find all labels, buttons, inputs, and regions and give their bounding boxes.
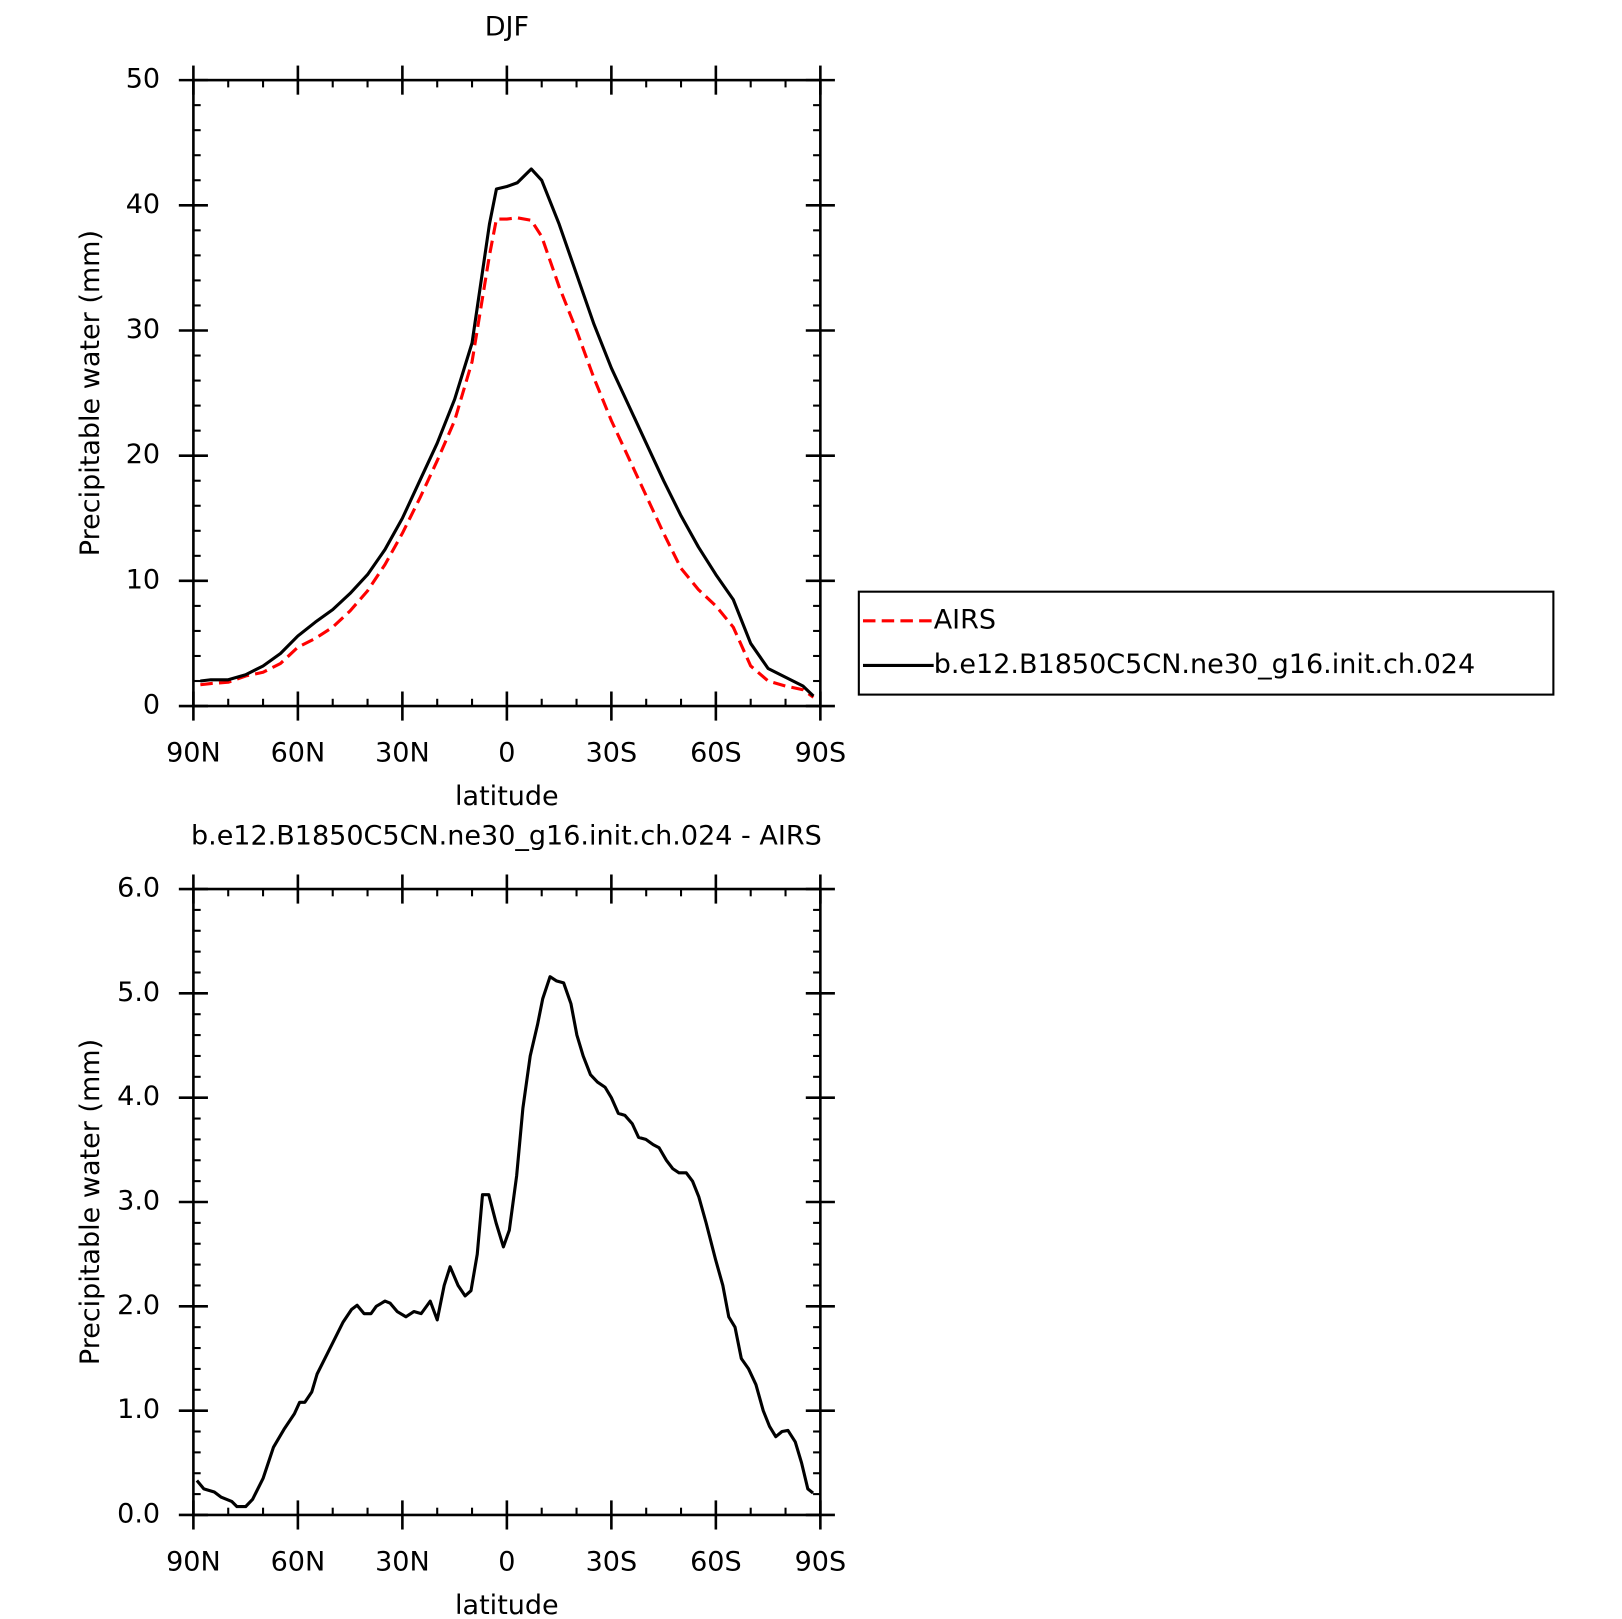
y-tick-label: 40 xyxy=(126,189,160,220)
y-axis-label: Precipitable water (mm) xyxy=(75,1039,106,1365)
legend-box xyxy=(857,590,1555,696)
x-tick-label: 60S xyxy=(690,737,742,768)
y-tick-label: 10 xyxy=(126,564,160,595)
chart-title: b.e12.B1850C5CN.ne30_g16.init.ch.024 - A… xyxy=(191,821,822,852)
y-axis-label: Precipitable water (mm) xyxy=(75,230,106,556)
x-tick-label: 30N xyxy=(375,737,430,768)
legend-label: b.e12.B1850C5CN.ne30_g16.init.ch.024 xyxy=(934,649,1476,680)
x-tick-label: 60N xyxy=(271,1546,326,1577)
y-tick-label: 50 xyxy=(126,64,160,95)
x-tick-label: 90S xyxy=(795,737,847,768)
y-tick-label: 1.0 xyxy=(117,1394,160,1425)
data-line xyxy=(200,167,815,698)
data-line xyxy=(195,975,815,1509)
y-tick-label: 0.0 xyxy=(117,1498,160,1529)
y-tick-label: 4.0 xyxy=(117,1081,160,1112)
y-tick-label: 6.0 xyxy=(117,873,160,904)
x-tick-label: 60S xyxy=(690,1546,742,1577)
y-tick-label: 5.0 xyxy=(117,977,160,1008)
x-tick-label: 90S xyxy=(795,1546,847,1577)
x-axis-label: latitude xyxy=(455,1590,559,1619)
x-axis-label: latitude xyxy=(455,781,559,812)
y-tick-label: 3.0 xyxy=(117,1186,160,1217)
x-tick-label: 0 xyxy=(498,1546,515,1577)
x-tick-label: 30S xyxy=(586,737,638,768)
y-tick-label: 2.0 xyxy=(117,1290,160,1321)
y-tick-label: 20 xyxy=(126,439,160,470)
plot-frame xyxy=(192,78,822,708)
legend-label: AIRS xyxy=(934,604,996,635)
x-tick-label: 0 xyxy=(498,737,515,768)
y-tick-label: 30 xyxy=(126,314,160,345)
x-tick-label: 30N xyxy=(375,1546,430,1577)
y-tick-label: 0 xyxy=(143,690,160,721)
data-line xyxy=(200,216,815,699)
x-tick-label: 90N xyxy=(166,737,221,768)
x-tick-label: 30S xyxy=(586,1546,638,1577)
chart-title: DJF xyxy=(485,12,529,43)
plot-frame xyxy=(192,887,822,1517)
x-tick-label: 60N xyxy=(271,737,326,768)
x-tick-label: 90N xyxy=(166,1546,221,1577)
